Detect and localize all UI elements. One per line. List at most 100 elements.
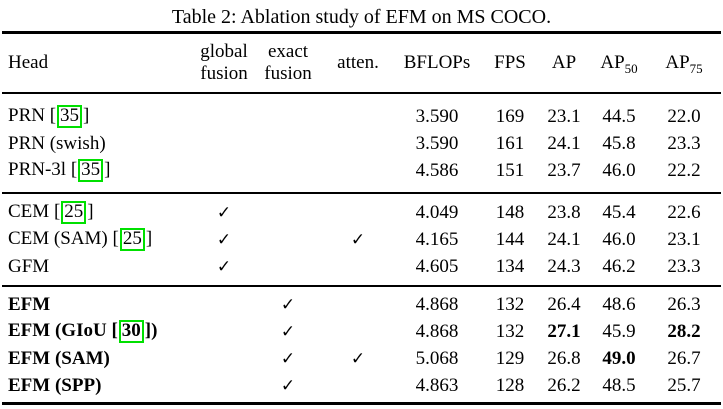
cell-ap50: 46.2 (602, 255, 636, 277)
row-head-label: EFM (GIoU [30]) (8, 320, 158, 343)
col-header-fps: FPS (494, 52, 526, 74)
cell-ap: 24.1 (547, 132, 581, 154)
cell-fps: 129 (495, 347, 525, 369)
cell-ap75: 25.7 (667, 374, 701, 396)
row-head-label: EFM (SAM) (8, 347, 110, 369)
cell-bflops: 4.863 (415, 374, 459, 396)
row-head-label: PRN (swish) (8, 132, 106, 154)
cell-ap50: 44.5 (602, 105, 636, 127)
cell-ap50: 46.0 (602, 159, 636, 181)
table-row: EFM (GIoU [30]) ✓ 4.868 132 27.1 45.9 28.2 (0, 318, 723, 345)
citation-link[interactable]: 30 (118, 320, 144, 343)
citation-link[interactable]: 25 (119, 228, 145, 251)
cell-fps: 144 (495, 228, 525, 250)
row-head-label: PRN [35] (8, 105, 90, 128)
cell-ap: 24.1 (547, 228, 581, 250)
col-header-ap75-subscript: 75 (689, 60, 703, 76)
cell-ap: 23.1 (547, 105, 581, 127)
row-head-label: EFM (SPP) (8, 374, 102, 396)
citation-link[interactable]: 35 (78, 159, 104, 182)
table-caption: Table 2: Ablation study of EFM on MS COC… (171, 6, 552, 28)
table-row: PRN [35] 3.590 169 23.1 44.5 22.0 (0, 103, 723, 130)
cell-ap50: 45.4 (602, 201, 636, 223)
cell-ap: 26.4 (547, 293, 581, 315)
cell-fps: 132 (495, 293, 525, 315)
col-header-ap75: AP75 (665, 52, 703, 76)
cell-ap50: 48.5 (602, 374, 636, 396)
row-head-label: GFM (8, 255, 50, 277)
cell-ap75: 23.1 (667, 228, 701, 250)
cell-ap75: 26.7 (667, 347, 701, 369)
cell-bflops: 5.068 (415, 347, 459, 369)
cell-fps: 128 (495, 374, 525, 396)
cell-fps: 132 (495, 320, 525, 342)
citation-link[interactable]: 35 (57, 105, 83, 128)
row-group: CEM [25] ✓ 4.049 148 23.8 45.4 22.6 CEM (SAM) [… (0, 194, 723, 285)
cell-atten-fusion-check: ✓ (350, 229, 366, 249)
row-group: PRN [35] 3.590 169 23.1 44.5 22.0 PRN (swish) 3… (0, 94, 723, 192)
col-header-exact-fusion-line1: exact (267, 41, 309, 63)
col-header-ap50: AP50 (600, 52, 638, 76)
cell-ap75: 26.3 (667, 293, 701, 315)
cell-bflops: 3.590 (415, 105, 459, 127)
cell-ap75: 23.3 (667, 132, 701, 154)
cell-bflops: 4.586 (415, 159, 459, 181)
cell-ap: 26.2 (547, 374, 581, 396)
cell-ap: 23.8 (547, 201, 581, 223)
cell-global-fusion-check: ✓ (216, 229, 232, 249)
cell-ap75: 22.2 (667, 159, 701, 181)
col-header-atten: atten. (337, 52, 379, 74)
table-row: GFM ✓ 4.605 134 24.3 46.2 23.3 (0, 253, 723, 280)
col-header-global-fusion-line2: fusion (200, 63, 248, 84)
cell-fps: 169 (495, 105, 525, 127)
cell-ap50: 48.6 (602, 293, 636, 315)
header-rule (2, 92, 721, 94)
citation-link[interactable]: 25 (61, 201, 87, 224)
cell-bflops: 4.049 (415, 201, 459, 223)
table-row: EFM (SPP) ✓ 4.863 128 26.2 48.5 25.7 (0, 372, 723, 399)
table-row: PRN-3l [35] 4.586 151 23.7 46.0 22.2 (0, 157, 723, 184)
cell-ap: 24.3 (547, 255, 581, 277)
row-head-label: EFM (8, 293, 51, 315)
cell-exact-fusion-check: ✓ (280, 348, 296, 368)
group-divider-rule (2, 192, 721, 194)
table-row: PRN (swish) 3.590 161 24.1 45.8 23.3 (0, 130, 723, 157)
col-header-exact-fusion-line2: fusion (264, 63, 312, 84)
cell-ap75: 28.2 (667, 320, 701, 342)
cell-exact-fusion-check: ✓ (280, 375, 296, 395)
table-header-row: Head global fusion exact fusion atten. BFLOPs F… (0, 34, 723, 92)
cell-ap50: 46.0 (602, 228, 636, 250)
cell-bflops: 4.605 (415, 255, 459, 277)
col-header-ap: AP (551, 52, 577, 74)
cell-ap50: 45.9 (602, 320, 636, 342)
table-bottom-rule (2, 402, 721, 405)
col-header-global-fusion-line1: global (200, 41, 248, 63)
col-header-ap50-subscript: 50 (624, 60, 638, 76)
row-head-label: PRN-3l [35] (8, 159, 111, 182)
cell-ap75: 23.3 (667, 255, 701, 277)
cell-ap: 26.8 (547, 347, 581, 369)
cell-atten-fusion-check: ✓ (350, 348, 366, 368)
table-row: CEM [25] ✓ 4.049 148 23.8 45.4 22.6 (0, 199, 723, 226)
col-header-global-fusion: global fusion (192, 41, 256, 85)
cell-ap75: 22.6 (667, 201, 701, 223)
table-row: EFM ✓ 4.868 132 26.4 48.6 26.3 (0, 291, 723, 318)
col-header-bflops: BFLOPs (403, 52, 471, 74)
cell-ap: 23.7 (547, 159, 581, 181)
table-top-rule (2, 31, 721, 34)
table-body: PRN [35] 3.590 169 23.1 44.5 22.0 PRN (swish) 3… (0, 94, 723, 402)
cell-ap75: 22.0 (667, 105, 701, 127)
col-header-head: Head (8, 52, 49, 74)
cell-fps: 161 (495, 132, 525, 154)
table-row: CEM (SAM) [25] ✓ ✓ 4.165 144 24.1 46.0 23.1 (0, 226, 723, 253)
cell-global-fusion-check: ✓ (216, 202, 232, 222)
group-divider-rule (2, 285, 721, 287)
cell-exact-fusion-check: ✓ (280, 321, 296, 341)
row-head-label: CEM (SAM) [25] (8, 228, 153, 251)
cell-ap50: 49.0 (602, 347, 636, 369)
row-head-label: CEM [25] (8, 201, 94, 224)
cell-bflops: 4.868 (415, 320, 459, 342)
cell-fps: 151 (495, 159, 525, 181)
cell-fps: 134 (495, 255, 525, 277)
